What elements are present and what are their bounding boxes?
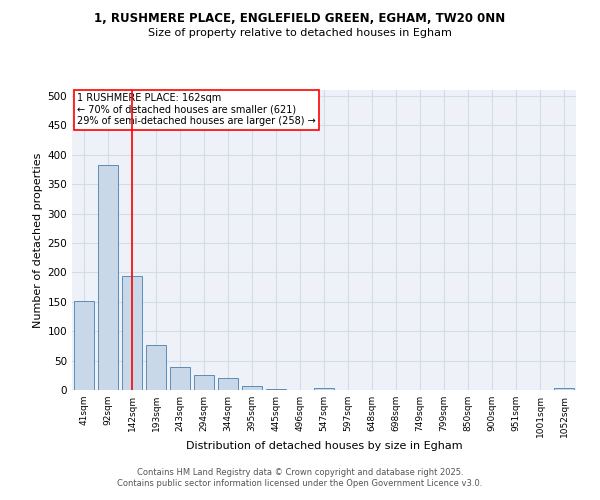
Bar	[242, 386, 262, 390]
Bar	[74, 300, 94, 390]
Bar	[170, 367, 190, 390]
Bar	[98, 164, 118, 390]
Bar	[122, 276, 142, 390]
Bar	[554, 388, 574, 390]
Bar	[194, 374, 214, 390]
Bar	[266, 389, 286, 390]
Y-axis label: Number of detached properties: Number of detached properties	[33, 152, 43, 328]
Bar	[314, 388, 334, 390]
Text: Contains HM Land Registry data © Crown copyright and database right 2025.
Contai: Contains HM Land Registry data © Crown c…	[118, 468, 482, 487]
Bar	[218, 378, 238, 390]
Bar	[146, 344, 166, 390]
Text: Size of property relative to detached houses in Egham: Size of property relative to detached ho…	[148, 28, 452, 38]
Text: 1, RUSHMERE PLACE, ENGLEFIELD GREEN, EGHAM, TW20 0NN: 1, RUSHMERE PLACE, ENGLEFIELD GREEN, EGH…	[94, 12, 506, 26]
X-axis label: Distribution of detached houses by size in Egham: Distribution of detached houses by size …	[185, 441, 463, 451]
Text: 1 RUSHMERE PLACE: 162sqm
← 70% of detached houses are smaller (621)
29% of semi-: 1 RUSHMERE PLACE: 162sqm ← 70% of detach…	[77, 93, 316, 126]
